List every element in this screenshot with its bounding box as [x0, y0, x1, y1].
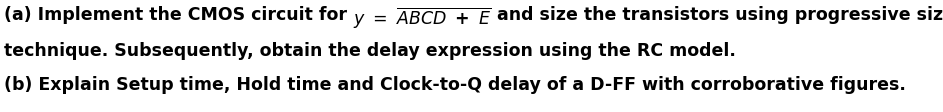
Text: and size the transistors using progressive sizing: and size the transistors using progressi…	[491, 6, 943, 24]
Text: $\mathbf{\mathit{y}}\ =\ \mathbf{\overline{\mathit{ABCD}\ +\ \mathit{E}}}$: $\mathbf{\mathit{y}}\ =\ \mathbf{\overli…	[353, 6, 491, 31]
Text: (b) Explain Setup time, Hold time and Clock-to-Q delay of a D-FF with corroborat: (b) Explain Setup time, Hold time and Cl…	[4, 76, 906, 94]
Text: technique. Subsequently, obtain the delay expression using the RC model.: technique. Subsequently, obtain the dela…	[4, 42, 736, 60]
Text: (a) Implement the CMOS circuit for: (a) Implement the CMOS circuit for	[4, 6, 353, 24]
